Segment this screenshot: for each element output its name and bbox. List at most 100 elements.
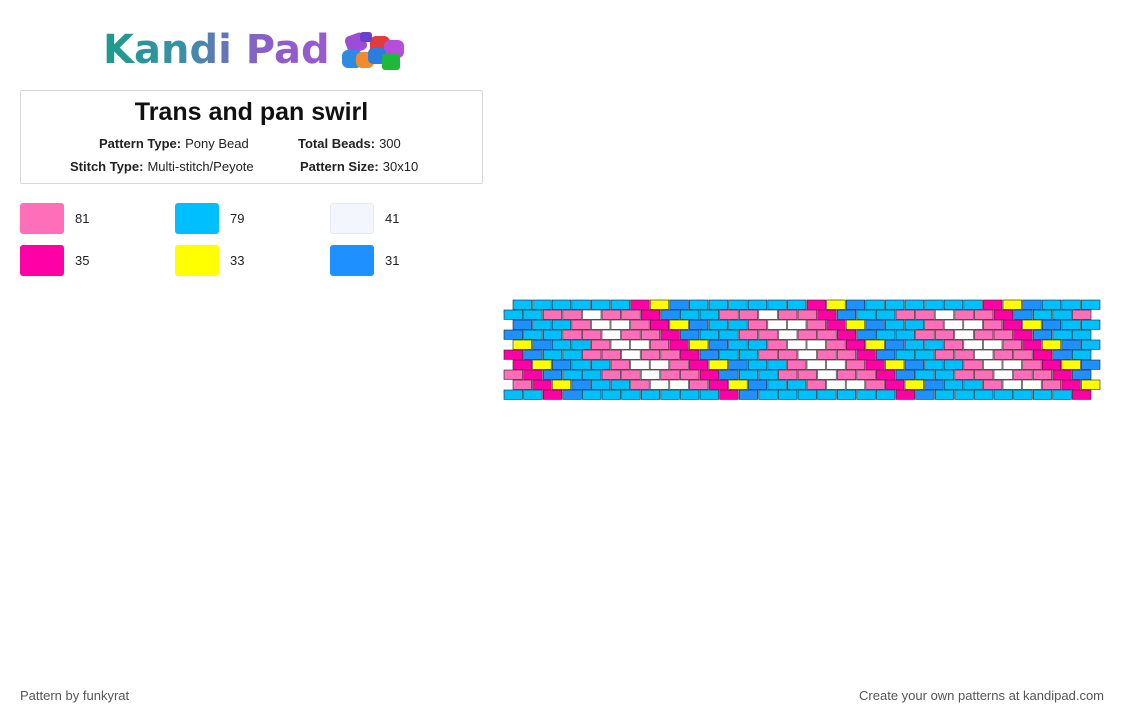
bead <box>512 359 532 370</box>
bead <box>738 389 759 400</box>
bead <box>865 359 885 370</box>
bead <box>532 359 552 370</box>
bead <box>806 379 826 390</box>
bead <box>758 349 778 360</box>
bead <box>1061 299 1081 310</box>
color-entry-pink[interactable]: 81 <box>20 203 89 234</box>
color-entry-blue[interactable]: 31 <box>330 245 399 276</box>
bead <box>551 339 572 350</box>
bead <box>1002 359 1022 370</box>
bead <box>532 339 552 350</box>
bead <box>640 389 661 400</box>
color-entry-magenta[interactable]: 35 <box>20 245 89 276</box>
bead <box>523 389 543 400</box>
bead <box>1072 349 1092 360</box>
pattern-type: Pattern Type: Pony Bead <box>99 136 249 151</box>
bead-pattern-grid <box>503 299 1101 400</box>
bead <box>591 299 611 310</box>
bead <box>669 359 689 370</box>
bead <box>885 379 905 390</box>
bead <box>1013 329 1033 340</box>
bead <box>817 329 837 340</box>
bead <box>1061 319 1081 330</box>
bead <box>680 369 700 380</box>
bead-pile-icon <box>341 32 404 70</box>
bead <box>582 369 602 380</box>
bead <box>904 339 924 350</box>
bead <box>797 309 817 320</box>
bead <box>719 349 739 360</box>
bead <box>806 299 826 310</box>
bead <box>532 319 552 330</box>
bead <box>621 349 641 360</box>
bead <box>895 349 915 360</box>
bead <box>512 339 532 350</box>
bead <box>621 329 641 340</box>
bead <box>551 359 572 370</box>
bead <box>826 359 846 370</box>
bead <box>1013 309 1033 320</box>
bead <box>601 389 621 400</box>
total-beads: Total Beads: 300 <box>298 136 401 151</box>
bead <box>571 319 591 330</box>
logo-wordmark: Kandi Pad <box>103 27 330 73</box>
bead <box>924 299 944 310</box>
bead <box>503 369 523 380</box>
bead <box>943 299 964 310</box>
bead <box>904 319 924 330</box>
bead <box>649 359 670 370</box>
bead <box>610 319 630 330</box>
bead <box>630 339 650 350</box>
bead <box>630 299 650 310</box>
bead <box>787 319 807 330</box>
bead <box>1072 369 1092 380</box>
color-entry-yellow[interactable]: 33 <box>175 245 244 276</box>
bead <box>571 299 591 310</box>
color-entry-sky-blue[interactable]: 79 <box>175 203 244 234</box>
bead <box>512 319 532 330</box>
bead <box>1022 319 1042 330</box>
bead <box>532 379 552 390</box>
bead <box>669 379 689 390</box>
bead <box>915 309 935 320</box>
bead <box>562 349 582 360</box>
bead <box>699 369 719 380</box>
bead <box>719 389 739 400</box>
bead <box>699 349 719 360</box>
bead <box>806 319 826 330</box>
bead <box>934 389 955 400</box>
bead <box>610 299 630 310</box>
kandipad-logo[interactable]: Kandi Pad <box>103 26 416 74</box>
bead <box>778 309 798 320</box>
bead <box>836 349 857 360</box>
bead <box>787 299 807 310</box>
bead <box>503 389 523 400</box>
bead <box>895 389 915 400</box>
bead <box>983 299 1003 310</box>
bead <box>649 319 670 330</box>
bead <box>934 309 955 320</box>
bead <box>1081 299 1101 310</box>
bead <box>747 319 768 330</box>
bead <box>680 349 700 360</box>
bead <box>915 329 935 340</box>
bead <box>523 369 543 380</box>
bead <box>640 309 661 320</box>
kandipad-link[interactable]: Create your own patterns at kandipad.com <box>859 688 1104 703</box>
bead <box>778 369 798 380</box>
bead <box>660 309 680 320</box>
bead <box>523 309 543 320</box>
bead <box>689 299 709 310</box>
bead <box>876 389 896 400</box>
bead <box>885 299 905 310</box>
bead <box>924 359 944 370</box>
bead <box>523 349 543 360</box>
bead <box>649 339 670 350</box>
bead <box>885 339 905 350</box>
bead <box>797 329 817 340</box>
bead <box>660 329 680 340</box>
color-entry-white[interactable]: 41 <box>330 203 399 234</box>
bead <box>551 319 572 330</box>
bead <box>943 339 964 350</box>
bead <box>817 389 837 400</box>
